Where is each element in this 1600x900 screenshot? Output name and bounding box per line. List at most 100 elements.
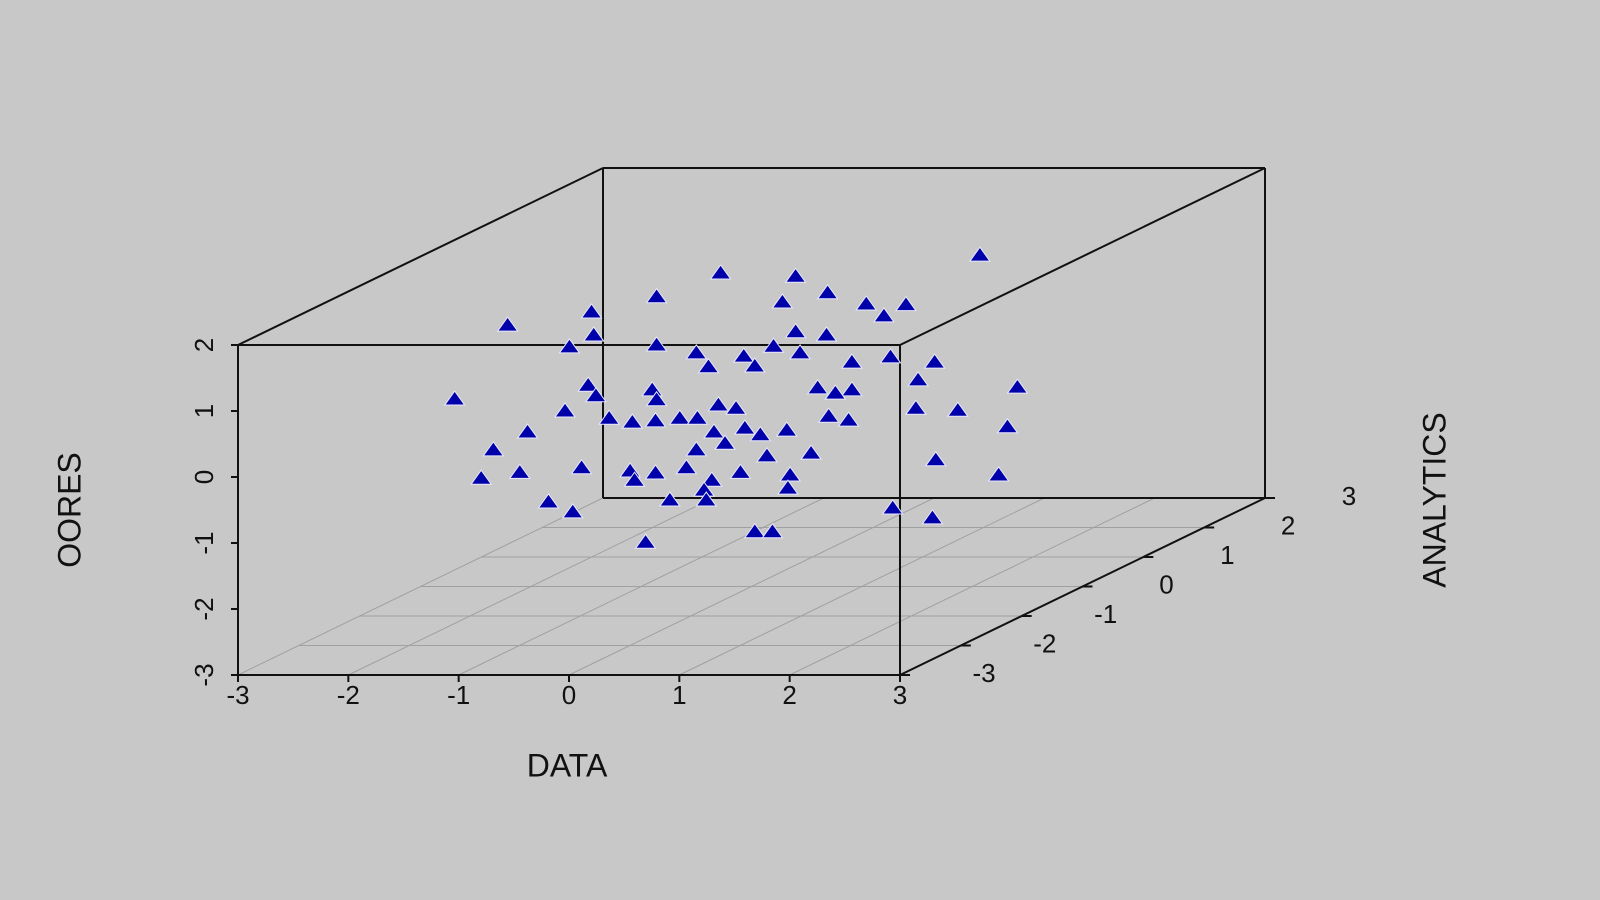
x-tick-label: 0 <box>562 680 576 710</box>
point <box>707 396 730 412</box>
point <box>987 466 1010 482</box>
x-tick-label: -3 <box>226 680 249 710</box>
point <box>749 425 772 442</box>
point <box>968 246 991 262</box>
point <box>779 466 802 482</box>
point <box>582 326 605 342</box>
y-tick-label: 0 <box>1159 569 1173 599</box>
point <box>732 347 755 363</box>
point <box>784 267 807 283</box>
point <box>879 347 902 364</box>
point <box>743 357 766 373</box>
point <box>686 409 709 425</box>
z-axis-label: OORES <box>51 452 87 568</box>
point <box>837 411 860 427</box>
x-tick-label: -2 <box>337 680 360 710</box>
point <box>558 338 581 354</box>
x-tick-label: 3 <box>893 680 907 710</box>
point <box>482 441 505 457</box>
point <box>685 343 708 360</box>
point <box>537 493 560 509</box>
point <box>924 450 947 467</box>
point <box>789 343 812 360</box>
point <box>703 423 725 439</box>
point <box>996 417 1019 434</box>
x-tick-label: -1 <box>447 680 470 710</box>
point <box>840 353 863 369</box>
point <box>907 371 930 387</box>
point <box>695 491 718 507</box>
point <box>743 522 766 539</box>
y-axis-label: ANALYTICS <box>1416 412 1452 587</box>
point <box>443 390 466 406</box>
point <box>872 307 895 323</box>
point <box>496 316 519 332</box>
point <box>725 399 748 415</box>
point <box>771 293 794 309</box>
y-tick-label: -2 <box>1033 628 1056 658</box>
y-tick-label: -1 <box>1094 599 1117 629</box>
point <box>645 336 668 352</box>
point <box>658 491 681 507</box>
point <box>1006 378 1029 394</box>
point <box>598 409 621 425</box>
point <box>634 533 657 549</box>
point <box>946 401 969 417</box>
point <box>584 386 607 403</box>
point <box>623 471 646 487</box>
point <box>644 411 667 428</box>
point <box>470 469 493 485</box>
point <box>815 326 838 342</box>
point <box>580 303 603 319</box>
point <box>921 508 944 525</box>
point <box>508 463 531 479</box>
point <box>645 287 668 304</box>
point <box>840 380 863 397</box>
y-tick-label: 3 <box>1342 481 1356 511</box>
z-tick-label: -1 <box>189 531 219 554</box>
z-tick-label: -2 <box>189 597 219 620</box>
z-tick-label: 0 <box>189 470 219 484</box>
point <box>776 479 799 495</box>
point <box>733 419 756 435</box>
point <box>644 464 667 480</box>
point <box>577 376 600 392</box>
z-tick-label: 2 <box>189 338 219 352</box>
point <box>709 264 732 280</box>
point <box>855 295 878 311</box>
point <box>824 384 847 400</box>
point <box>714 434 736 450</box>
point <box>881 499 904 515</box>
point <box>904 399 927 415</box>
z-tick-label: 1 <box>189 404 219 418</box>
point <box>697 357 720 374</box>
y-tick-label: 2 <box>1281 510 1295 540</box>
point <box>800 444 823 460</box>
point <box>755 446 778 463</box>
point <box>761 522 784 539</box>
y-tick-label: -3 <box>972 658 995 688</box>
point <box>554 402 577 418</box>
point <box>806 378 829 395</box>
point <box>645 390 668 407</box>
x-axis-label: DATA <box>527 747 608 783</box>
y-tick-label: 1 <box>1220 540 1234 570</box>
point <box>762 337 785 353</box>
point <box>816 283 839 300</box>
x-tick-label: 2 <box>782 680 796 710</box>
point <box>516 423 539 439</box>
point <box>668 409 691 425</box>
point <box>561 503 584 519</box>
point <box>894 295 917 312</box>
box-edge <box>899 167 1266 346</box>
box-edge <box>237 167 604 346</box>
point <box>675 458 698 475</box>
x-tick-label: 1 <box>672 680 686 710</box>
point <box>685 441 708 457</box>
point <box>621 413 644 429</box>
point <box>700 471 723 487</box>
z-tick-label: -3 <box>189 663 219 686</box>
point <box>817 407 840 423</box>
